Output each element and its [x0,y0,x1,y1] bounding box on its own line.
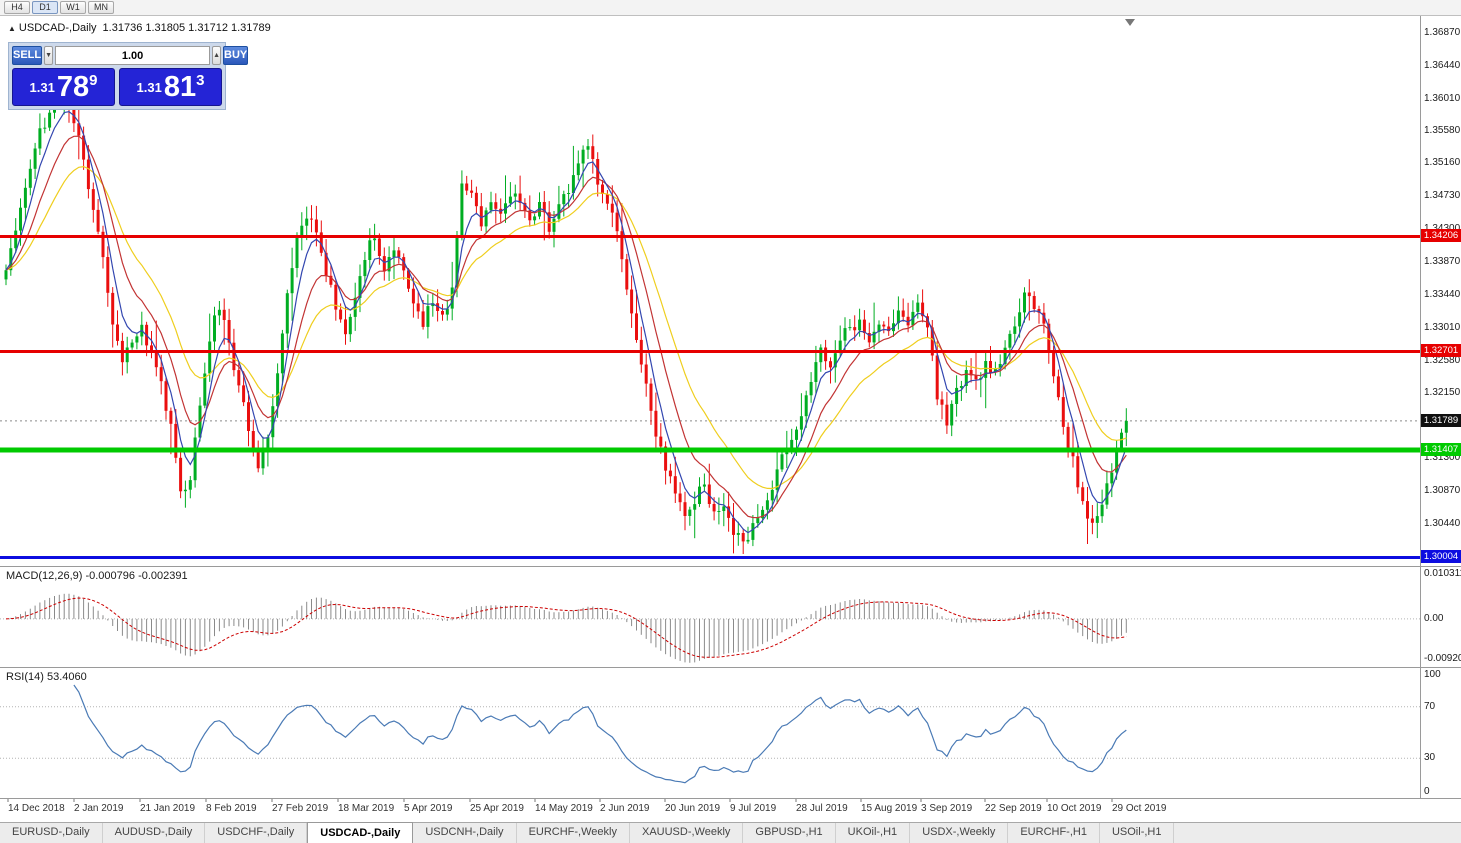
rsi-axis-label: 0 [1424,786,1430,797]
collapse-trade-panel-icon[interactable]: ▲ [8,24,16,33]
macd-indicator-label: MACD(12,26,9) -0.000796 -0.002391 [6,570,188,582]
level-price-badge: 1.31407 [1421,443,1461,457]
timeframe-toolbar: H4 D1 W1 MN [0,0,1461,16]
sell-price-tile[interactable]: 1.31 78 9 [12,68,115,106]
current-price-badge: 1.31789 [1421,413,1461,427]
rsi-indicator-label: RSI(14) 53.4060 [6,671,87,683]
price-axis-label: 1.35160 [1424,157,1461,169]
level-price-badge: 1.34206 [1421,229,1461,243]
rsi-axis-label: 70 [1424,700,1436,712]
volume-input[interactable] [55,46,211,65]
timeframe-button-w1[interactable]: W1 [60,1,86,14]
macd-axis-label: 0.010311 [1424,568,1461,579]
chart-tab-usdx-weekly[interactable]: USDX-,Weekly [910,823,1009,843]
chart-tab-audusd-daily[interactable]: AUDUSD-,Daily [103,823,206,843]
price-axis-label: 1.34300 [1424,223,1460,234]
price-axis-label: 1.30440 [1424,517,1461,529]
chart-tab-usdcad-daily[interactable]: USDCAD-,Daily [307,822,414,843]
chart-tab-usoil-h1[interactable]: USOil-,H1 [1100,823,1175,843]
chart-symbol-period: USDCAD-,Daily [18,22,97,34]
chart-tab-usdcnh-daily[interactable]: USDCNH-,Daily [413,823,517,843]
price-axis-label: 1.31300 [1424,452,1461,464]
chart-tab-gbpusd-h1[interactable]: GBPUSD-,H1 [743,823,836,843]
price-axis-label: 1.36870 [1424,26,1461,38]
price-axis-label: 1.33010 [1424,321,1461,333]
rsi-axis-label: 30 [1424,752,1436,764]
macd-axis-label: -0.009203 [1424,653,1461,664]
chart-title: ▲ USDCAD-,Daily 1.31736 1.31805 1.31712 1.… [8,22,271,34]
timeframe-button-h4[interactable]: H4 [4,1,30,14]
level-price-badge: 1.32701 [1421,344,1461,358]
chart-shift-marker [1125,19,1135,26]
pane-separator[interactable] [0,667,1461,668]
buy-price-tile[interactable]: 1.31 81 3 [119,68,222,106]
price-axis-label: 1.32580 [1424,354,1461,366]
chart-tab-ukoil-h1[interactable]: UKOil-,H1 [836,823,911,843]
price-axis-label: 1.36010 [1424,92,1461,104]
chart-tab-xauusd-weekly[interactable]: XAUUSD-,Weekly [630,823,744,843]
price-axis-label: 1.34730 [1424,190,1461,202]
buy-price-sup: 3 [196,72,205,89]
timeframe-button-mn[interactable]: MN [88,1,114,14]
rsi-axis-label: 100 [1424,669,1441,680]
macd-axis-label: 0.00 [1424,612,1444,624]
chart-tab-eurchf-weekly[interactable]: EURCHF-,Weekly [517,823,630,843]
chart-tab-usdchf-daily[interactable]: USDCHF-,Daily [205,823,308,843]
level-price-badge: 1.30004 [1421,550,1461,564]
chart-tab-bar: EURUSD-,Daily AUDUSD-,Daily USDCHF-,Daily U… [0,822,1461,843]
buy-price-prefix: 1.31 [136,79,162,95]
pane-separator[interactable] [0,566,1461,567]
volume-increase-button[interactable]: ▲ [212,46,221,65]
pane-separator[interactable] [0,798,1461,799]
price-axis-label: 1.35580 [1424,125,1461,137]
price-axis-label: 1.33440 [1424,288,1461,300]
volume-decrease-button[interactable]: ▼ [44,46,54,65]
timeframe-button-d1[interactable]: D1 [32,1,58,14]
one-click-trading-panel: SELL ▼ ▲ BUY 1.31 78 9 1.31 81 3 [8,42,249,110]
chart-ohlc-values: 1.31736 1.31805 1.31712 1.31789 [102,22,271,34]
price-axis-label: 1.33870 [1424,255,1461,267]
sell-price-prefix: 1.31 [29,79,55,95]
sell-button[interactable]: SELL [12,46,43,65]
buy-price-big: 81 [163,70,197,103]
buy-button[interactable]: BUY [223,46,249,65]
price-axis-label: 1.30870 [1424,485,1461,497]
price-axis[interactable] [1420,16,1461,798]
sell-price-big: 78 [56,70,90,103]
price-axis-label: 1.36440 [1424,59,1461,71]
chart-tab-eurusd-daily[interactable]: EURUSD-,Daily [0,823,103,843]
chart-tab-eurchf-h1[interactable]: EURCHF-,H1 [1008,823,1100,843]
price-axis-label: 1.32150 [1424,387,1461,399]
sell-price-sup: 9 [89,72,98,89]
